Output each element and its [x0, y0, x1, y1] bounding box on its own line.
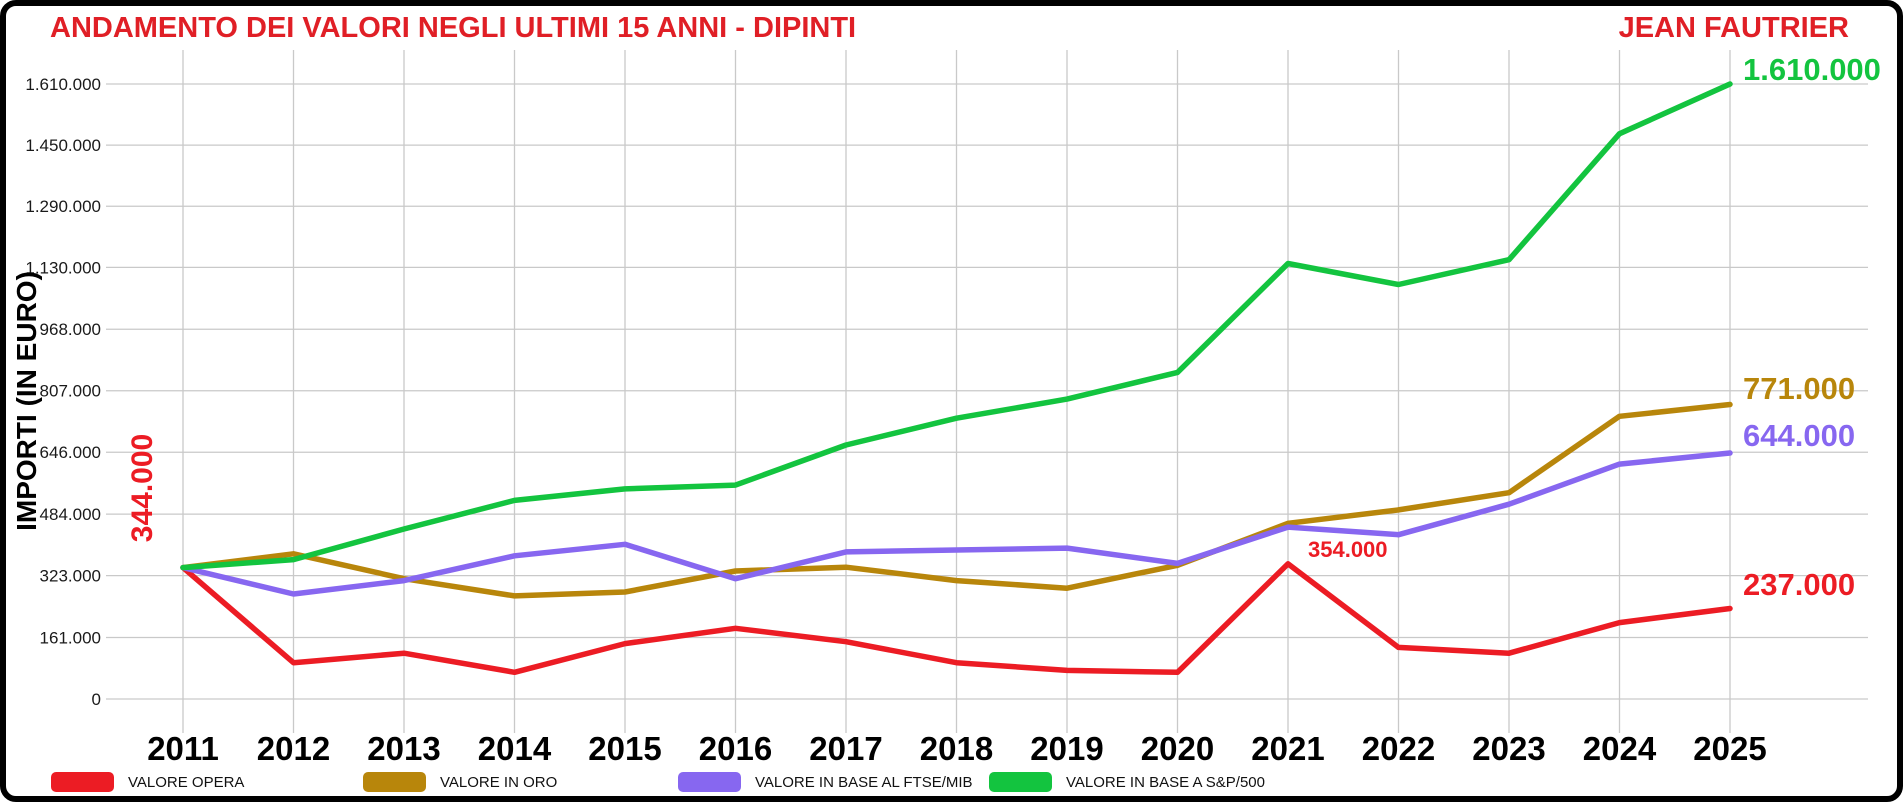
svg-text:484.000: 484.000	[40, 505, 101, 524]
svg-text:1.450.000: 1.450.000	[25, 136, 101, 155]
series-line-3	[180, 81, 1733, 571]
svg-text:2013: 2013	[367, 730, 440, 767]
annotation-start-value: 344.000	[126, 434, 159, 542]
value-annotations: 344.000 354.000 1.610.000 771.000 644.000 237…	[126, 52, 1881, 602]
series-lines	[180, 81, 1733, 676]
svg-text:IMPORTI (IN EURO): IMPORTI (IN EURO)	[11, 271, 42, 531]
svg-text:2011: 2011	[147, 730, 219, 767]
annotation-end-value-0: 1.610.000	[1743, 52, 1881, 87]
legend-label: VALORE IN ORO	[440, 773, 558, 791]
legend-swatch-gold	[363, 772, 426, 792]
chart-legend: VALORE OPERA VALORE IN ORO VALORE IN BAS…	[6, 772, 1897, 796]
legend-label: VALORE IN BASE AL FTSE/MIB	[755, 773, 973, 791]
legend-swatch-red	[51, 772, 114, 792]
svg-text:2023: 2023	[1472, 730, 1545, 767]
legend-item-sp500: VALORE IN BASE A S&P/500	[989, 772, 1265, 792]
x-axis-year-labels: 2011 2012 2013 2014 2015 2016 2017 2018 2019 2020…	[147, 730, 1767, 767]
svg-text:1.610.000: 1.610.000	[25, 75, 101, 94]
legend-item-valore-in-oro: VALORE IN ORO	[363, 772, 557, 792]
gridlines	[106, 50, 1868, 733]
legend-swatch-purple	[678, 772, 741, 792]
svg-text:323.000: 323.000	[40, 567, 101, 586]
line-chart: 0 161.000 323.000 484.000 646.000 807.000 968.…	[11, 50, 1881, 767]
series-line-2	[180, 450, 1733, 597]
legend-label: VALORE OPERA	[128, 773, 245, 791]
svg-text:2024: 2024	[1583, 730, 1657, 767]
svg-text:2017: 2017	[809, 730, 882, 767]
svg-text:2012: 2012	[257, 730, 330, 767]
svg-text:2021: 2021	[1251, 730, 1324, 767]
svg-text:0: 0	[92, 690, 101, 709]
legend-item-ftse-mib: VALORE IN BASE AL FTSE/MIB	[678, 772, 973, 792]
svg-text:968.000: 968.000	[40, 320, 101, 339]
svg-text:2016: 2016	[699, 730, 772, 767]
legend-swatch-green	[989, 772, 1052, 792]
page-title: ANDAMENTO DEI VALORI NEGLI ULTIMI 15 ANN…	[50, 12, 857, 44]
svg-text:646.000: 646.000	[40, 443, 101, 462]
svg-text:2014: 2014	[478, 730, 552, 767]
annotation-red-peak-2021: 354.000	[1308, 537, 1388, 562]
svg-text:2018: 2018	[920, 730, 993, 767]
annotation-end-value-3: 237.000	[1743, 567, 1855, 602]
svg-text:2019: 2019	[1030, 730, 1103, 767]
legend-item-valore-opera: VALORE OPERA	[51, 772, 244, 792]
svg-text:2020: 2020	[1141, 730, 1214, 767]
series-line-0	[180, 561, 1733, 676]
svg-text:161.000: 161.000	[40, 629, 101, 648]
svg-text:2025: 2025	[1693, 730, 1766, 767]
annotation-end-value-1: 771.000	[1743, 371, 1855, 406]
y-axis-title: IMPORTI (IN EURO)	[11, 271, 42, 531]
svg-text:1.290.000: 1.290.000	[25, 197, 101, 216]
svg-text:2015: 2015	[588, 730, 661, 767]
svg-text:1.130.000: 1.130.000	[25, 258, 101, 277]
y-axis-tick-labels: 0 161.000 323.000 484.000 646.000 807.000 968.…	[25, 75, 101, 709]
artist-name: JEAN FAUTRIER	[1618, 12, 1849, 44]
series-line-1	[180, 401, 1733, 599]
svg-text:2022: 2022	[1362, 730, 1435, 767]
annotation-end-value-2: 644.000	[1743, 418, 1855, 453]
svg-text:807.000: 807.000	[40, 382, 101, 401]
legend-label: VALORE IN BASE A S&P/500	[1066, 773, 1265, 791]
